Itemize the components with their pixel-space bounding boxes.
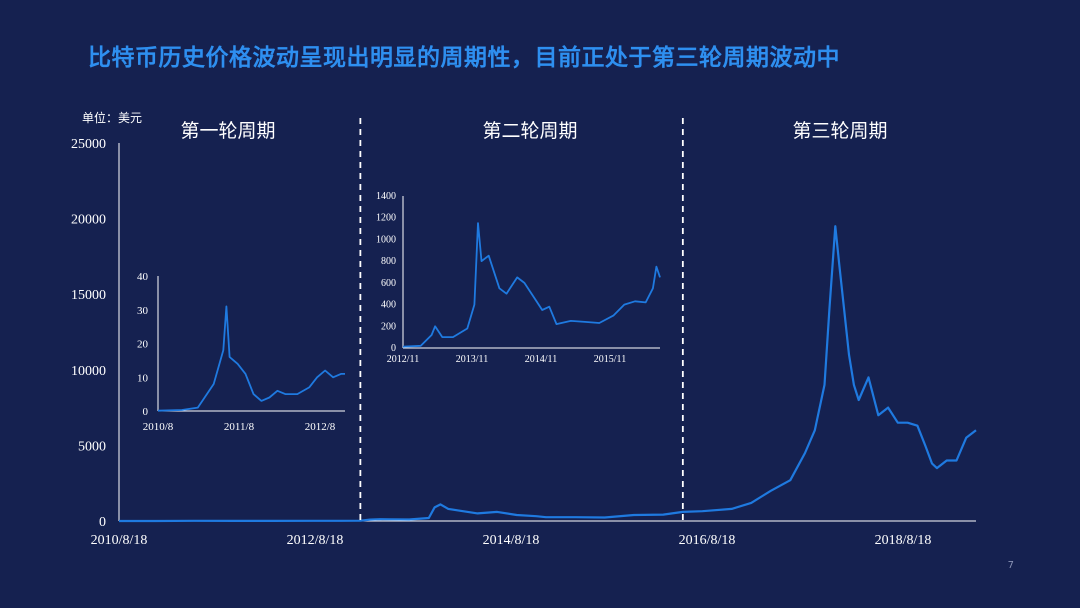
main-y-tick-label: 10000 <box>71 364 106 379</box>
inset-cycle-2-y-tick-label: 800 <box>381 256 396 267</box>
main-series-line <box>119 225 977 523</box>
inset-cycle-1-x-tick-label: 2010/8 <box>143 421 174 433</box>
inset-cycle-2-y-tick-label: 1400 <box>376 191 396 202</box>
inset-cycle-2-x-tick-label: 2015/11 <box>594 354 626 365</box>
slide-title: 比特币历史价格波动呈现出明显的周期性，目前正处于第三轮周期波动中 <box>88 45 840 71</box>
inset-cycle-1-x-tick-label: 2011/8 <box>224 421 255 433</box>
cycle-label: 第三轮周期 <box>792 120 887 142</box>
inset-cycle-2-x-tick-label: 2012/11 <box>387 354 419 365</box>
inset-cycle-1-series-line <box>157 305 345 412</box>
main-y-tick-label: 0 <box>99 515 106 530</box>
main-x-tick-label: 2016/8/18 <box>679 533 736 548</box>
main-x-tick-label: 2012/8/18 <box>287 533 344 548</box>
page-number: 7 <box>1007 560 1014 571</box>
main-y-tick-label: 20000 <box>71 213 106 228</box>
main-y-tick-label: 25000 <box>71 137 106 152</box>
inset-cycle-1-y-tick-label: 20 <box>137 339 149 351</box>
inset-cycle-1-y-tick-label: 0 <box>143 406 149 418</box>
cycle-label: 第一轮周期 <box>180 120 275 142</box>
main-x-tick-label: 2018/8/18 <box>875 533 932 548</box>
inset-cycle-2-y-tick-label: 1200 <box>376 213 396 224</box>
inset-cycle-2-y-tick-label: 200 <box>381 321 396 332</box>
inset-cycle-1-x-tick-label: 2012/8 <box>305 421 336 433</box>
inset-cycle-1-y-tick-label: 10 <box>137 372 149 384</box>
inset-cycle-2-series-line <box>402 222 661 348</box>
main-y-tick-label: 15000 <box>71 288 106 303</box>
cycle-label: 第二轮周期 <box>482 120 577 142</box>
inset-cycle-2-y-tick-label: 600 <box>381 278 396 289</box>
inset-cycle-1-y-tick-label: 40 <box>137 271 149 283</box>
inset-cycle-1-y-tick-label: 30 <box>137 305 149 317</box>
main-y-tick-label: 5000 <box>78 439 106 454</box>
inset-cycle-2-y-tick-label: 1000 <box>376 234 396 245</box>
unit-label: 单位：美元 <box>82 110 142 125</box>
main-x-tick-label: 2014/8/18 <box>483 533 540 548</box>
inset-cycle-2-y-tick-label: 400 <box>381 300 396 311</box>
inset-cycle-2-x-tick-label: 2013/11 <box>456 354 488 365</box>
inset-cycle-2-x-tick-label: 2014/11 <box>525 354 557 365</box>
main-x-tick-label: 2010/8/18 <box>91 533 148 548</box>
inset-cycle-2-y-tick-label: 0 <box>391 343 396 354</box>
